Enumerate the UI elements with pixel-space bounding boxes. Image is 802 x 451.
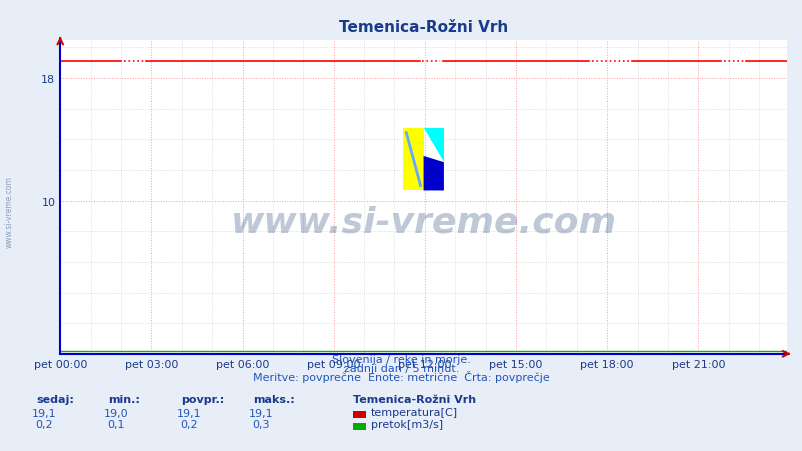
Text: 0,2: 0,2 xyxy=(35,419,53,429)
Text: www.si-vreme.com: www.si-vreme.com xyxy=(4,176,14,248)
Text: 19,1: 19,1 xyxy=(176,408,200,418)
Text: Slovenija / reke in morje.: Slovenija / reke in morje. xyxy=(332,354,470,364)
Text: zadnji dan / 5 minut.: zadnji dan / 5 minut. xyxy=(343,363,459,373)
Text: Temenica-Rožni Vrh: Temenica-Rožni Vrh xyxy=(353,394,476,404)
Text: 0,3: 0,3 xyxy=(252,419,269,429)
Text: min.:: min.: xyxy=(108,394,140,404)
Polygon shape xyxy=(423,156,444,191)
Text: pretok[m3/s]: pretok[m3/s] xyxy=(371,419,443,428)
Title: Temenica-Rožni Vrh: Temenica-Rožni Vrh xyxy=(338,20,508,35)
Text: temperatura[C]: temperatura[C] xyxy=(371,407,457,417)
Polygon shape xyxy=(423,129,444,163)
Text: 19,1: 19,1 xyxy=(249,408,273,418)
Text: 0,1: 0,1 xyxy=(107,419,125,429)
Text: maks.:: maks.: xyxy=(253,394,294,404)
Text: 19,1: 19,1 xyxy=(32,408,56,418)
Text: www.si-vreme.com: www.si-vreme.com xyxy=(230,205,616,239)
Bar xyxy=(403,129,423,191)
Text: 0,2: 0,2 xyxy=(180,419,197,429)
Text: sedaj:: sedaj: xyxy=(36,394,74,404)
Text: 19,0: 19,0 xyxy=(104,408,128,418)
Text: Meritve: povprečne  Enote: metrične  Črta: povprečje: Meritve: povprečne Enote: metrične Črta:… xyxy=(253,370,549,382)
Text: povpr.:: povpr.: xyxy=(180,394,224,404)
